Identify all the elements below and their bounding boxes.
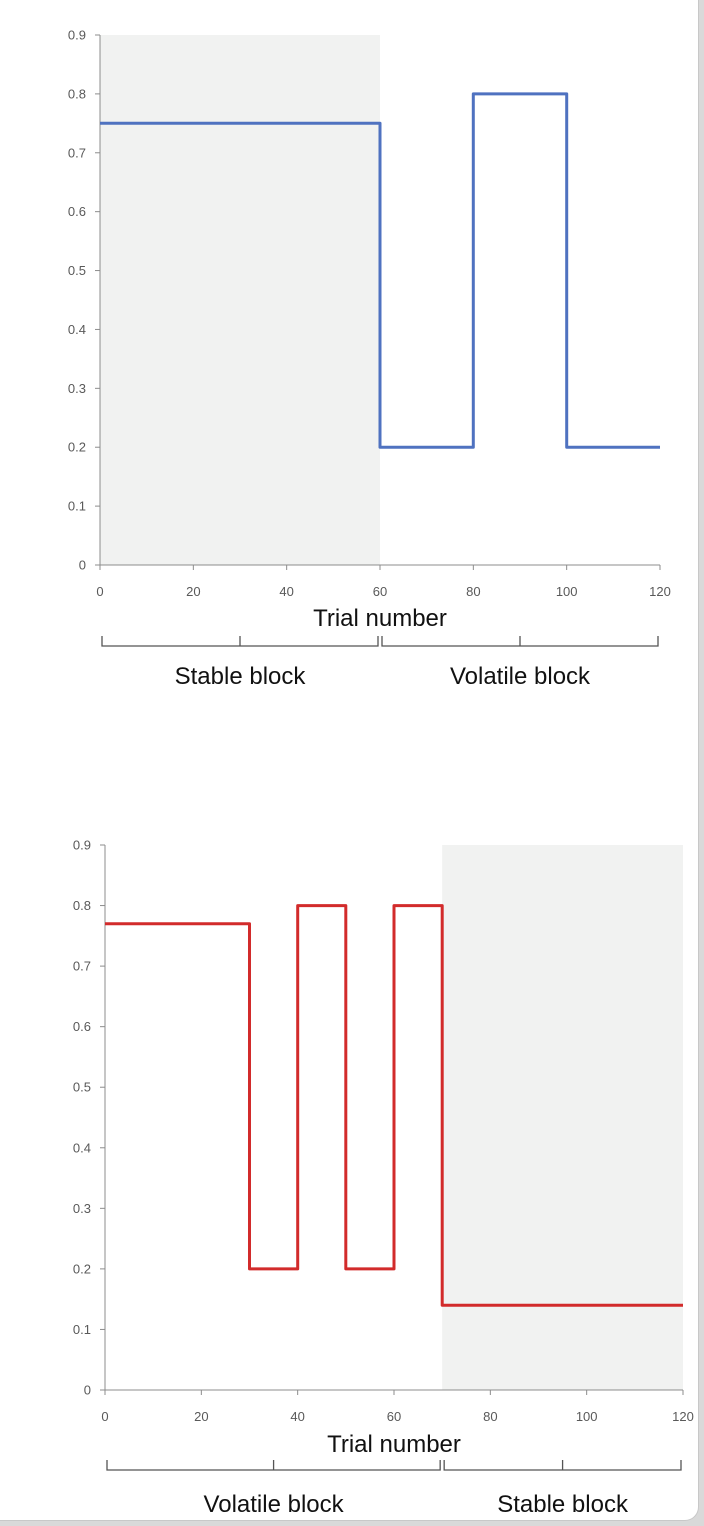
chart-bottom: 0 0.1 0.2 0.3 0.4 0.5 0.6 0.7 0.8 0.9 0 20 40 60 80 100… xyxy=(73,838,694,1519)
x-axis-title: Trial number xyxy=(313,605,447,632)
y-tick-label: 0.2 xyxy=(73,1261,91,1276)
block-label: Volatile block xyxy=(450,663,591,690)
y-tick-label: 0.9 xyxy=(73,838,91,853)
y-tick-label: 0.6 xyxy=(73,1019,91,1034)
x-tick-label: 80 xyxy=(466,584,480,599)
y-tick-label: 0.4 xyxy=(68,322,86,337)
y-tick-label: 0.1 xyxy=(73,1322,91,1337)
block-label: Stable block xyxy=(497,1491,629,1518)
x-tick-label: 0 xyxy=(101,1409,108,1424)
y-tick-label: 0 xyxy=(79,558,86,573)
y-tick-label: 0.6 xyxy=(68,204,86,219)
y-tick-label: 0.7 xyxy=(73,959,91,974)
chart-top: 0 0.1 0.2 0.3 0.4 0.5 0.6 0.7 0.8 0.9 0 20 40 60 80 100… xyxy=(68,28,671,691)
y-tick-label: 0.5 xyxy=(73,1080,91,1095)
x-tick-label: 0 xyxy=(96,584,103,599)
x-axis-title: Trial number xyxy=(327,1431,461,1458)
shaded-region xyxy=(100,35,380,565)
y-tick-label: 0.3 xyxy=(73,1201,91,1216)
x-tick-label: 60 xyxy=(387,1409,401,1424)
y-tick-label: 0.8 xyxy=(68,86,86,101)
x-tick-label: 100 xyxy=(576,1409,598,1424)
x-tick-label: 40 xyxy=(279,584,293,599)
block-label: Volatile block xyxy=(204,1491,345,1518)
x-tick-label: 80 xyxy=(483,1409,497,1424)
y-tick-label: 0.7 xyxy=(68,145,86,160)
y-tick-label: 0.8 xyxy=(73,898,91,913)
y-tick-label: 0.3 xyxy=(68,381,86,396)
y-tick-label: 0.9 xyxy=(68,28,86,43)
x-tick-label: 120 xyxy=(649,584,671,599)
block-bracket xyxy=(381,636,659,647)
shaded-region xyxy=(442,845,683,1390)
y-tick-label: 0.4 xyxy=(73,1140,91,1155)
x-tick-label: 100 xyxy=(556,584,578,599)
block-bracket xyxy=(101,636,379,647)
x-tick-label: 120 xyxy=(672,1409,694,1424)
series-line xyxy=(105,904,683,1307)
x-tick-label: 20 xyxy=(194,1409,208,1424)
block-bracket xyxy=(443,1460,682,1471)
block-bracket xyxy=(106,1460,441,1471)
x-tick-label: 40 xyxy=(290,1409,304,1424)
y-tick-label: 0 xyxy=(84,1383,91,1398)
x-tick-label: 20 xyxy=(186,584,200,599)
y-tick-label: 0.1 xyxy=(68,499,86,514)
y-tick-label: 0.5 xyxy=(68,263,86,278)
block-label: Stable block xyxy=(175,663,307,690)
y-tick-label: 0.2 xyxy=(68,440,86,455)
x-tick-label: 60 xyxy=(373,584,387,599)
series-line xyxy=(100,92,660,449)
